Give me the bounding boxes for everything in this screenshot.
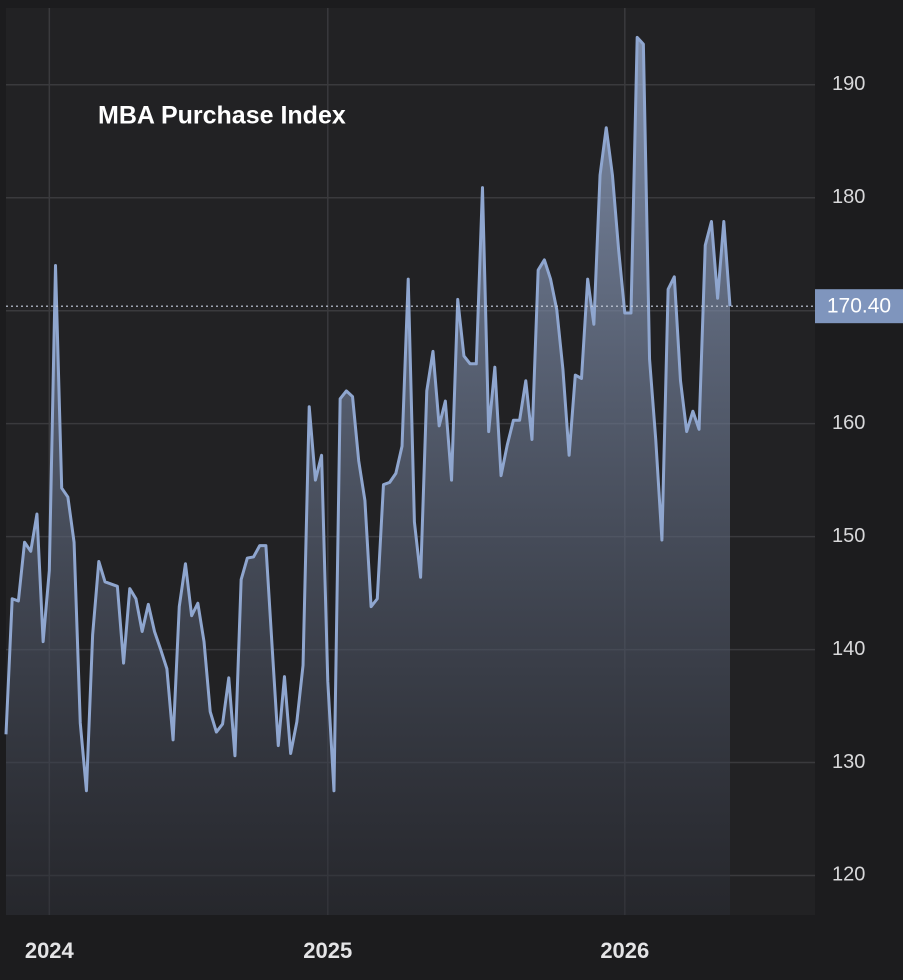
y-tick-label: 190: [832, 73, 865, 95]
y-tick-label: 180: [832, 186, 865, 208]
y-tick-label: 120: [832, 864, 865, 886]
x-tick-label: 2024: [25, 938, 75, 963]
last-price-label: 170.40: [827, 295, 891, 318]
y-tick-label: 130: [832, 751, 865, 773]
x-tick-label: 2025: [303, 938, 352, 963]
line: [4, 35, 732, 793]
y-tick-label: 140: [832, 638, 865, 660]
y-tick-label: 160: [832, 412, 865, 434]
last-price-tag: [815, 289, 903, 324]
marks: [4, 35, 815, 916]
y-tick-label: 150: [832, 525, 865, 547]
area-fill: [6, 37, 730, 916]
chart-title: MBA Purchase Index: [98, 102, 346, 130]
labels: 120130140150160170180190202420252026170.…: [25, 73, 903, 963]
x-tick-label: 2026: [600, 938, 649, 963]
